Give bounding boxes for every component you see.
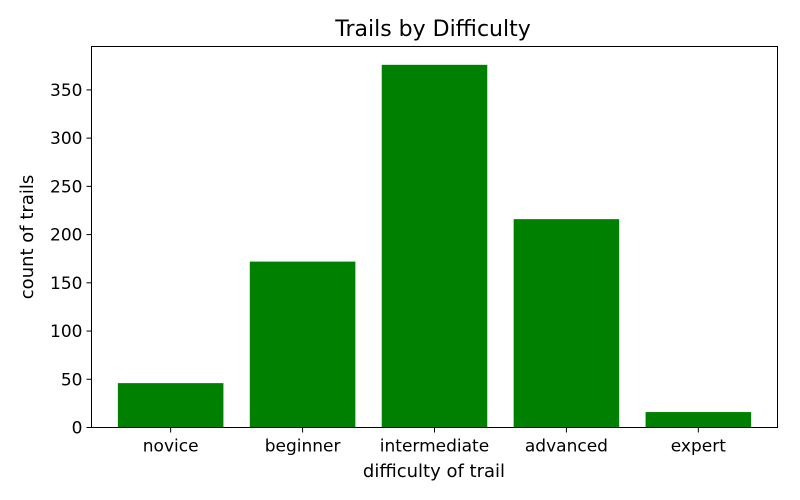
plot-frame — [91, 46, 778, 428]
x-tick-label: beginner — [265, 437, 341, 457]
x-tick-label: novice — [143, 437, 199, 457]
y-tick-label: 250 — [50, 177, 82, 197]
bar-advanced — [513, 219, 620, 428]
y-tick-label: 50 — [61, 370, 83, 390]
y-tick-label: 200 — [50, 226, 82, 246]
x-tick-label: expert — [671, 437, 726, 457]
x-tick-label: intermediate — [380, 437, 489, 457]
x-tick-label: advanced — [525, 437, 608, 457]
bar-beginner — [249, 261, 356, 428]
bar-intermediate — [381, 64, 488, 428]
y-tick-label: 0 — [72, 419, 83, 439]
y-tick-label: 350 — [50, 81, 82, 101]
chart-title: Trails by Difficulty — [334, 17, 531, 42]
y-tick-label: 100 — [50, 322, 82, 342]
bar-novice — [117, 383, 224, 428]
x-axis-label: difficulty of trail — [363, 461, 505, 482]
bar-expert — [645, 412, 752, 428]
y-tick-label: 300 — [50, 129, 82, 149]
y-tick-label: 150 — [50, 274, 82, 294]
x-axis: novice beginner intermediate advanced expert — [143, 427, 726, 457]
y-axis: 0 50 100 150 200 250 300 350 — [50, 81, 92, 439]
y-axis-label: count of trails — [17, 175, 38, 299]
bars-group — [117, 64, 752, 428]
